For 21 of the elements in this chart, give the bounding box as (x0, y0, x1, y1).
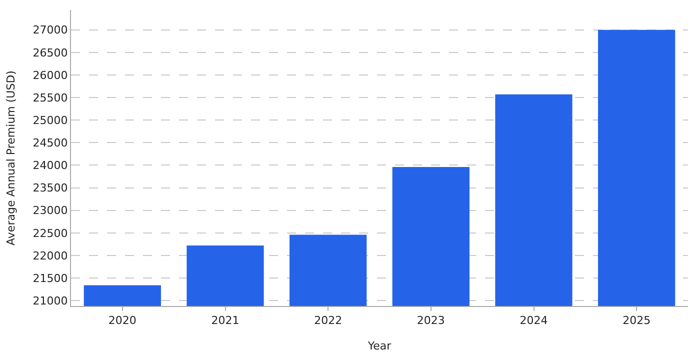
y-tick-label: 22500 (32, 226, 68, 240)
y-tick-label: 21000 (32, 294, 68, 308)
y-tick-label: 27000 (32, 24, 68, 37)
y-tick-label: 26000 (32, 68, 68, 82)
y-tick-label: 21500 (32, 272, 68, 285)
y-tick-label: 22000 (32, 249, 68, 262)
x-axis-title: Year (366, 339, 392, 352)
x-tick-label: 2022 (314, 314, 342, 328)
y-tick-label: 24500 (32, 136, 68, 150)
x-tick-label: 2023 (416, 314, 445, 328)
y-tick-label: 23000 (32, 204, 68, 218)
x-tick-label: 2025 (622, 314, 651, 328)
x-tick-label: 2020 (108, 314, 136, 328)
y-tick-label: 25500 (32, 91, 68, 104)
x-tick-label: 2024 (520, 314, 548, 328)
y-tick-label: 26500 (32, 46, 68, 60)
y-tick-label: 24000 (32, 159, 68, 172)
x-tick-label: 2021 (211, 314, 240, 328)
y-axis-title: Average Annual Premium (USD) (4, 70, 18, 246)
y-tick-label: 25000 (32, 114, 68, 127)
y-tick-label: 23500 (32, 182, 68, 195)
